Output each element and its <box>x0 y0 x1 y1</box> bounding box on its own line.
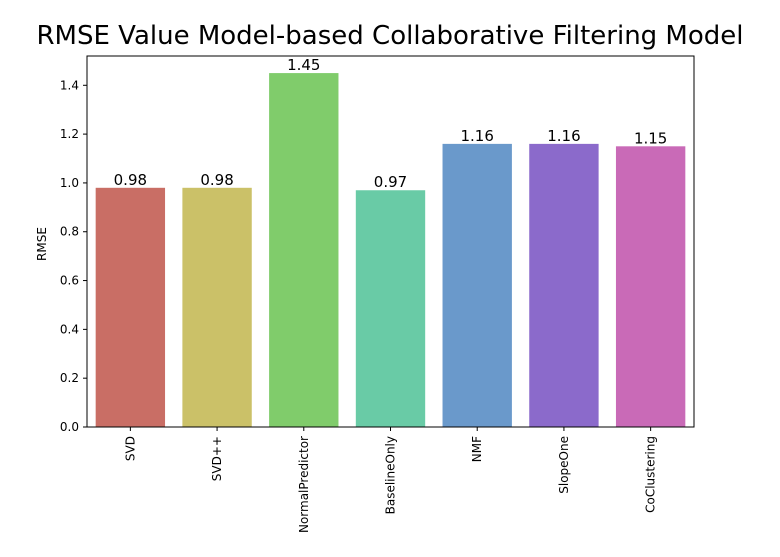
x-axis-ticks: SVD SVD++ NormalPredictor BaselineOnly NMF Sl… <box>123 427 658 533</box>
y-tick-label: 0.6 <box>60 274 79 288</box>
bar-value-label: 1.16 <box>547 127 580 145</box>
y-tick-label: 0.2 <box>60 371 79 385</box>
y-axis-ticks: 0.0 0.2 0.4 0.6 0.8 1.0 1.2 1.4 <box>60 78 87 434</box>
bar-normalpredictor <box>269 73 339 428</box>
y-tick-label: 1.0 <box>60 176 79 190</box>
bar-baselineonly <box>355 190 426 427</box>
x-tick-label: SVD++ <box>210 436 224 481</box>
y-tick-label: 1.2 <box>60 127 79 141</box>
x-tick-label: SlopeOne <box>557 436 571 494</box>
x-tick-label: CoClustering <box>644 436 658 513</box>
y-tick-label: 0.0 <box>60 420 79 434</box>
x-tick-label: SVD <box>123 436 137 461</box>
bar-value-labels: 0.98 0.98 1.45 0.97 1.16 1.16 1.15 <box>114 56 668 191</box>
bar-value-label: 1.15 <box>634 129 667 147</box>
plot-frame <box>86 55 695 428</box>
chart-title: RMSE Value Model-based Collaborative Fil… <box>36 21 744 51</box>
bar-value-label: 1.45 <box>287 56 320 74</box>
x-tick-label: NormalPredictor <box>297 436 311 533</box>
bar-nmf <box>442 143 512 428</box>
bar-svd- <box>182 187 252 427</box>
bar-value-label: 1.16 <box>461 127 494 145</box>
bar-value-label: 0.98 <box>200 171 233 189</box>
x-tick-label: NMF <box>470 436 484 462</box>
y-tick-label: 0.4 <box>60 322 79 336</box>
bar-value-label: 0.98 <box>114 171 147 189</box>
x-tick-label: BaselineOnly <box>384 436 398 514</box>
y-tick-label: 1.4 <box>60 78 79 92</box>
bar-svd <box>95 187 166 427</box>
bar-value-label: 0.97 <box>374 173 407 191</box>
bar-slopeone <box>529 143 599 428</box>
bar-coclustering <box>615 146 686 427</box>
y-axis-label: RMSE <box>35 227 49 261</box>
bars <box>95 73 686 428</box>
y-tick-label: 0.8 <box>60 225 79 239</box>
